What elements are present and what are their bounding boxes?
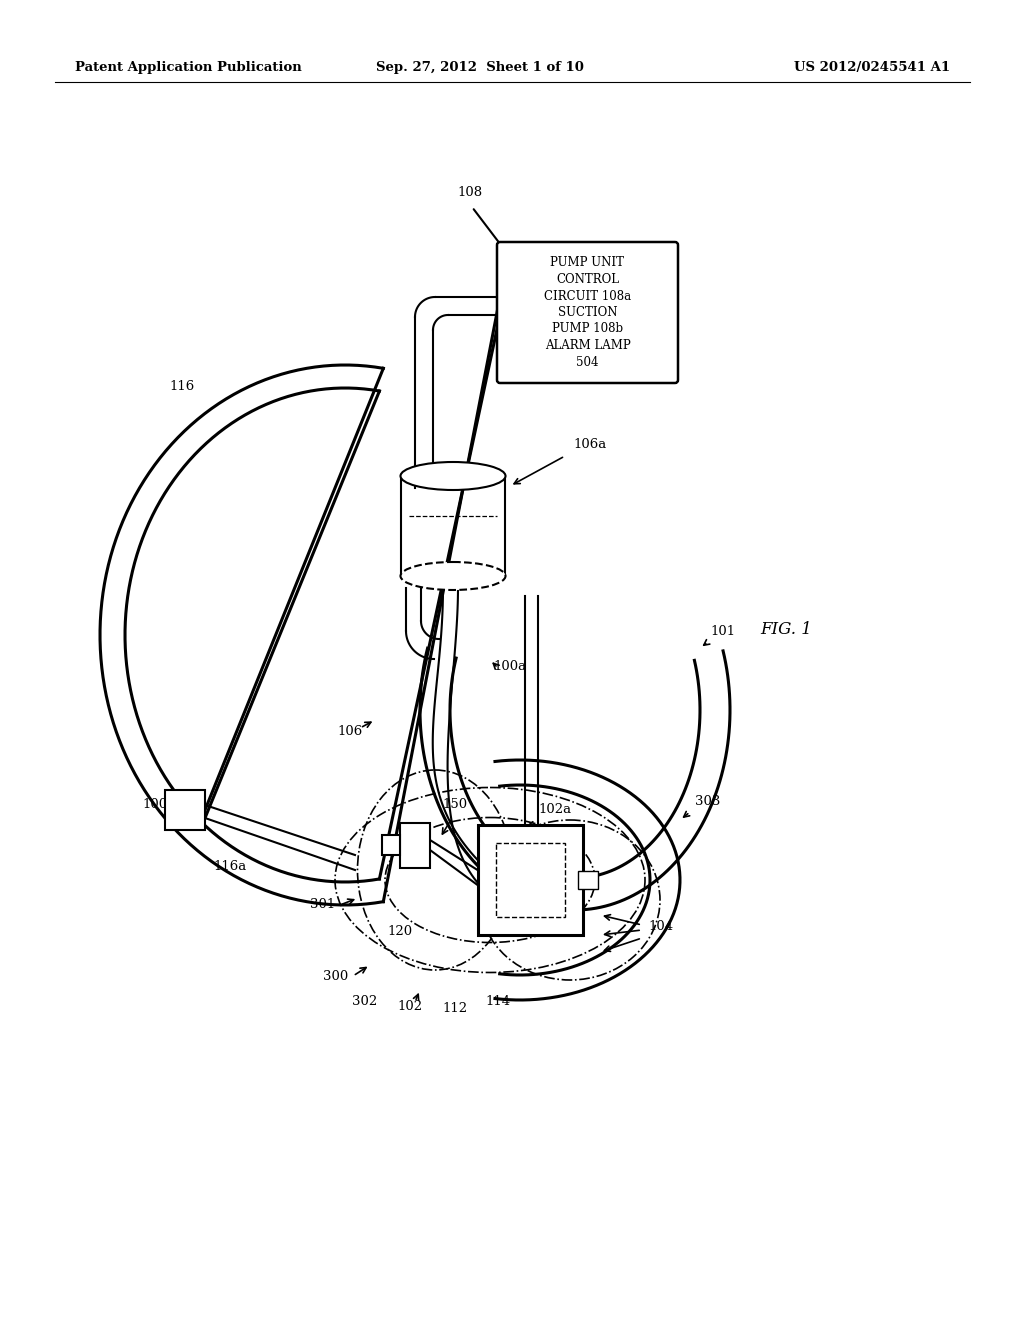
- Text: 150: 150: [442, 799, 468, 810]
- Text: 104: 104: [648, 920, 673, 933]
- Text: 114: 114: [485, 995, 511, 1008]
- Text: 116: 116: [169, 380, 195, 393]
- Bar: [578, 871, 597, 888]
- Text: Sep. 27, 2012  Sheet 1 of 10: Sep. 27, 2012 Sheet 1 of 10: [376, 62, 584, 74]
- Text: 300: 300: [323, 970, 348, 983]
- Text: PUMP UNIT
CONTROL
CIRCUIT 108a
SUCTION
PUMP 108b
ALARM LAMP
504: PUMP UNIT CONTROL CIRCUIT 108a SUCTION P…: [544, 256, 631, 368]
- Text: 116a: 116a: [213, 861, 247, 873]
- Text: 101: 101: [710, 624, 735, 638]
- Text: Patent Application Publication: Patent Application Publication: [75, 62, 302, 74]
- Text: 100a: 100a: [494, 660, 526, 673]
- Text: 303: 303: [695, 795, 720, 808]
- Text: 120: 120: [387, 925, 413, 939]
- Bar: [382, 836, 400, 855]
- Text: 102: 102: [397, 1001, 423, 1012]
- Text: 106a: 106a: [573, 438, 606, 451]
- Bar: [496, 843, 564, 917]
- Text: 108: 108: [458, 186, 482, 199]
- Bar: [165, 789, 205, 830]
- FancyBboxPatch shape: [497, 242, 678, 383]
- Bar: [477, 825, 583, 935]
- Text: 106: 106: [337, 725, 362, 738]
- Text: 112: 112: [442, 1002, 468, 1015]
- Text: 301: 301: [309, 898, 335, 911]
- Ellipse shape: [400, 462, 506, 490]
- Ellipse shape: [400, 562, 506, 590]
- Text: 100: 100: [143, 799, 168, 810]
- Text: 102a: 102a: [538, 803, 571, 816]
- Bar: [400, 822, 430, 867]
- Text: US 2012/0245541 A1: US 2012/0245541 A1: [794, 62, 950, 74]
- Text: 302: 302: [352, 995, 378, 1008]
- Text: FIG. 1: FIG. 1: [760, 622, 812, 639]
